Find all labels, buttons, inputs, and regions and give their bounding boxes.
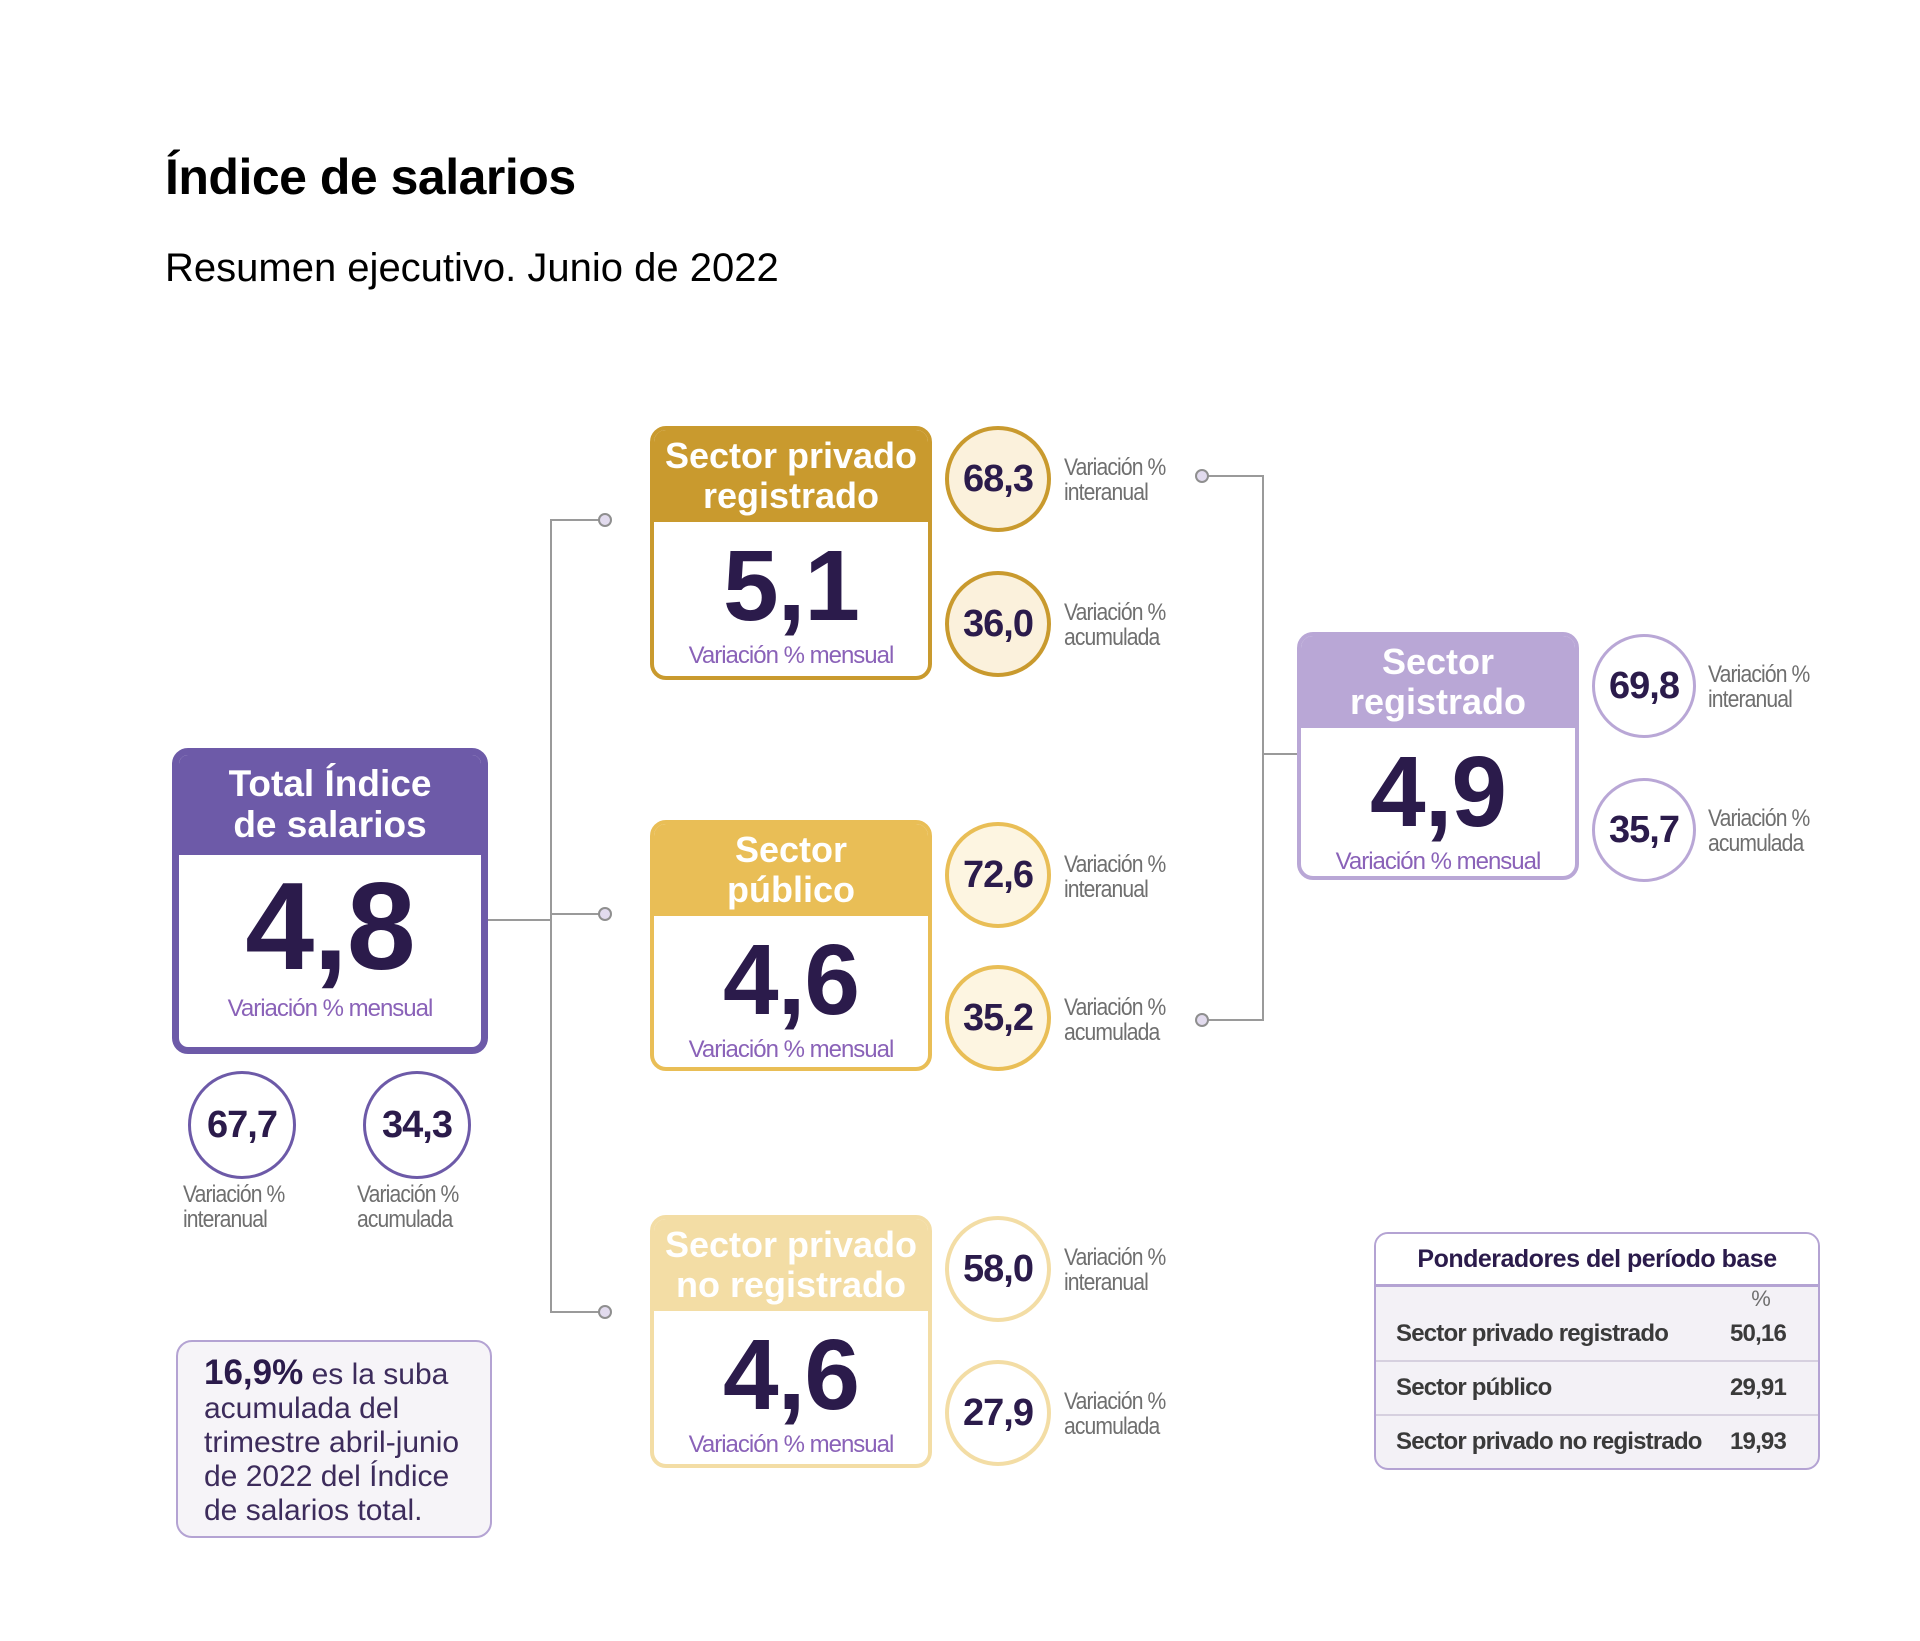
ponderador-value: 19,93 — [1729, 1428, 1787, 1455]
total-card-title: Total Índice de salarios — [228, 763, 432, 845]
registrado-card: Sector registrado 4,9 Variación % mensua… — [1297, 632, 1579, 880]
privado-no-registrado-acumulada-circle: 27,9 — [945, 1360, 1051, 1466]
connector-dot-bottom — [598, 1305, 612, 1319]
connector-right-to-registrado — [1262, 753, 1297, 755]
privado-no-registrado-monthly-label: Variación % mensual — [688, 1431, 895, 1458]
connector-right-vertical — [1262, 475, 1264, 1021]
ponderadores-table: Ponderadores del período base % Sector p… — [1374, 1232, 1820, 1470]
connector-dot-right-bottom — [1195, 1013, 1209, 1027]
registrado-interanual-circle: 69,8 — [1592, 634, 1696, 738]
connector-left-vertical — [550, 519, 552, 1312]
total-monthly-value: 4,8 — [245, 858, 415, 996]
connector-dot-middle — [598, 907, 612, 921]
privado-no-registrado-title: Sector privado no registrado — [664, 1224, 918, 1305]
connector-dot-right-top — [1195, 469, 1209, 483]
privado-no-registrado-card: Sector privado no registrado 4,6 Variaci… — [650, 1215, 932, 1468]
connector-middle-branch — [550, 913, 604, 915]
total-monthly-label: Variación % mensual — [227, 995, 434, 1022]
privado-no-registrado-acumulada-label: Variación % acumulada — [1064, 1388, 1166, 1440]
publico-interanual-circle: 72,6 — [945, 822, 1051, 928]
publico-title: Sector público — [727, 829, 855, 910]
row-divider — [1376, 1414, 1818, 1416]
ponderador-label: Sector privado registrado — [1396, 1320, 1669, 1347]
total-acumulada-circle: 34,3 — [363, 1071, 471, 1179]
total-card-header: Total Índice de salarios — [179, 755, 481, 855]
registrado-acumulada-circle: 35,7 — [1592, 778, 1696, 882]
ponderadores-title: Ponderadores del período base — [1376, 1234, 1818, 1287]
total-interanual-label: Variación % interanual — [183, 1181, 285, 1233]
note-text: es la suba acumulada del trimestre abril… — [204, 1358, 460, 1527]
page-title: Índice de salarios — [165, 149, 576, 205]
page-subtitle: Resumen ejecutivo. Junio de 2022 — [165, 246, 779, 290]
registrado-header: Sector registrado — [1301, 636, 1575, 728]
privado-registrado-acumulada-label: Variación % acumulada — [1064, 599, 1166, 651]
publico-header: Sector público — [654, 824, 928, 916]
privado-registrado-header: Sector privado registrado — [654, 430, 928, 522]
connector-right-top — [1207, 475, 1264, 477]
table-row: Sector privado no registrado 19,93 — [1376, 1416, 1818, 1468]
ponderador-value: 29,91 — [1729, 1374, 1787, 1401]
ponderadores-unit: % — [1751, 1286, 1771, 1311]
publico-acumulada-circle: 35,2 — [945, 965, 1051, 1071]
privado-no-registrado-interanual-circle: 58,0 — [945, 1216, 1051, 1322]
registrado-monthly-value: 4,9 — [1369, 736, 1507, 848]
privado-registrado-interanual-label: Variación % interanual — [1064, 454, 1166, 506]
registrado-interanual-label: Variación % interanual — [1708, 661, 1810, 713]
ponderador-label: Sector público — [1396, 1374, 1552, 1401]
privado-registrado-acumulada-circle: 36,0 — [945, 571, 1051, 677]
connector-right-bottom — [1207, 1019, 1264, 1021]
privado-registrado-title: Sector privado registrado — [664, 435, 918, 516]
privado-registrado-card: Sector privado registrado 5,1 Variación … — [650, 426, 932, 680]
publico-interanual-label: Variación % interanual — [1064, 851, 1166, 903]
connector-dot-top — [598, 513, 612, 527]
privado-registrado-monthly-label: Variación % mensual — [688, 642, 895, 669]
publico-monthly-label: Variación % mensual — [688, 1036, 895, 1063]
privado-registrado-interanual-circle: 68,3 — [945, 426, 1051, 532]
registrado-monthly-label: Variación % mensual — [1335, 848, 1542, 875]
connector-top-branch — [550, 519, 604, 521]
row-divider — [1376, 1360, 1818, 1362]
privado-no-registrado-header: Sector privado no registrado — [654, 1219, 928, 1311]
privado-no-registrado-interanual-label: Variación % interanual — [1064, 1244, 1166, 1296]
total-card: Total Índice de salarios 4,8 Variación %… — [172, 748, 488, 1054]
registrado-acumulada-label: Variación % acumulada — [1708, 805, 1810, 857]
table-row: Sector público 29,91 — [1376, 1362, 1818, 1414]
table-row: Sector privado registrado 50,16 — [1376, 1308, 1818, 1360]
publico-acumulada-label: Variación % acumulada — [1064, 994, 1166, 1046]
privado-registrado-monthly-value: 5,1 — [722, 530, 860, 642]
ponderador-label: Sector privado no registrado — [1396, 1428, 1702, 1455]
summary-note: 16,9% es la suba acumulada del trimestre… — [176, 1340, 492, 1538]
publico-monthly-value: 4,6 — [722, 924, 860, 1036]
connector-total-horizontal — [488, 919, 551, 921]
privado-no-registrado-monthly-value: 4,6 — [722, 1319, 860, 1431]
total-acumulada-label: Variación % acumulada — [357, 1181, 459, 1233]
registrado-title: Sector registrado — [1349, 641, 1527, 722]
total-interanual-circle: 67,7 — [188, 1071, 296, 1179]
ponderador-value: 50,16 — [1729, 1320, 1787, 1347]
connector-bottom-branch — [550, 1311, 604, 1313]
publico-card: Sector público 4,6 Variación % mensual — [650, 820, 932, 1071]
note-highlight: 16,9% — [204, 1353, 304, 1392]
